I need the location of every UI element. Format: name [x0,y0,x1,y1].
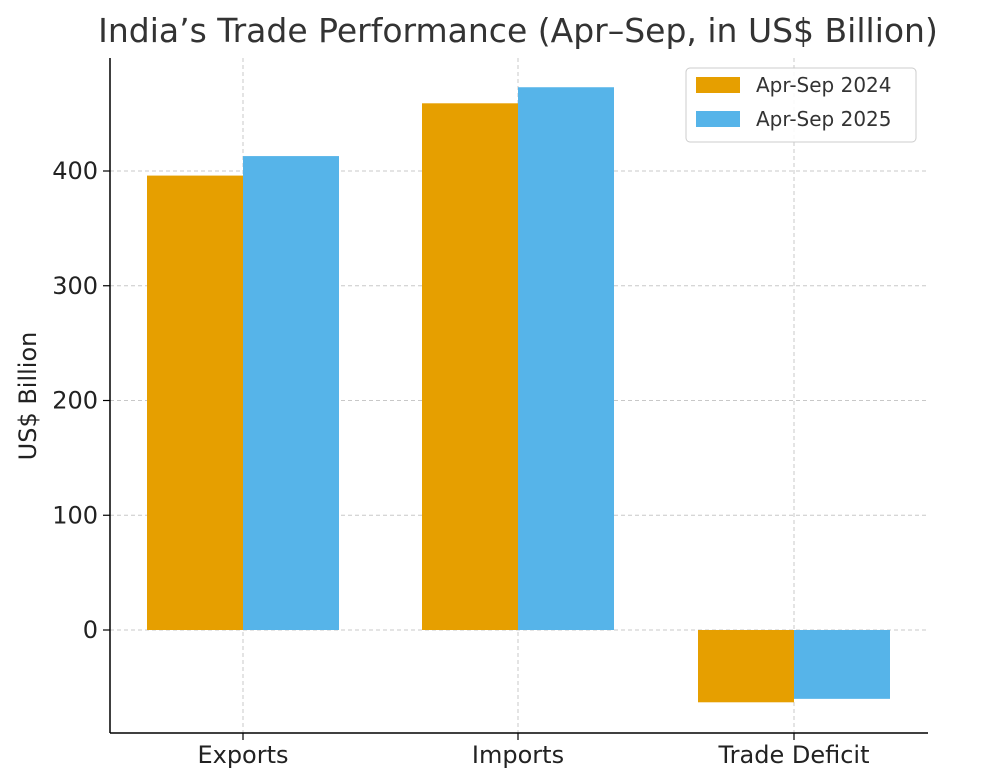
y-axis-label: US$ Billion [14,332,42,461]
bar-exports-2024 [147,175,243,630]
x-tick-label: Trade Deficit [718,741,870,769]
x-tick-label: Exports [197,741,288,769]
y-tick-label: 200 [52,387,98,415]
legend-swatch [696,111,740,127]
bar-imports-2025 [518,87,614,631]
legend-box [685,67,917,143]
legend: Apr-Sep 2024 Apr-Sep 2025 [685,67,917,143]
chart-title: India’s Trade Performance (Apr–Sep, in U… [98,11,938,50]
y-tick-label: 400 [52,157,98,185]
tick-labels: 0 100 200 300 400 Exports Imports Trade Deficit [52,157,869,769]
y-tick-label: 300 [52,272,98,300]
legend-label: Apr-Sep 2024 [756,73,892,97]
x-tick-label: Imports [472,741,564,769]
bar-trade-deficit-2025 [794,630,890,699]
bar-trade-deficit-2024 [698,630,794,703]
bar-exports-2025 [243,156,339,630]
y-tick-label: 0 [83,616,98,644]
bars [147,87,890,703]
bar-imports-2024 [422,103,518,631]
y-tick-label: 100 [52,501,98,529]
legend-swatch [696,77,740,93]
legend-label: Apr-Sep 2025 [756,107,892,131]
axes [103,58,928,740]
